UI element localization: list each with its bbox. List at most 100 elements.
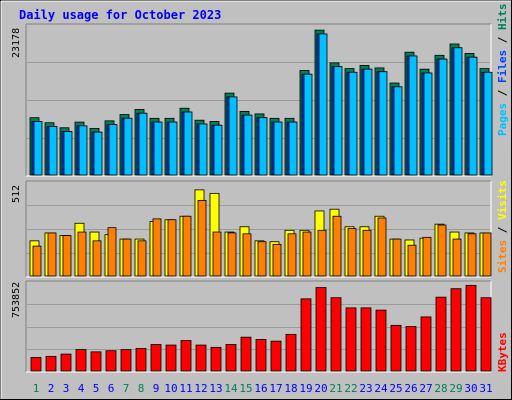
day-label-4: 4 xyxy=(78,382,85,395)
bar-kbytes-day-19 xyxy=(300,298,312,372)
bar-pages-day-23 xyxy=(363,68,373,176)
bar-kbytes-day-23 xyxy=(360,307,372,372)
bar-pages-day-6 xyxy=(108,124,118,176)
legend-kbytes: KBytes xyxy=(496,332,509,372)
day-label-21: 21 xyxy=(329,382,342,395)
day-label-11: 11 xyxy=(179,382,192,395)
bar-sites-day-31 xyxy=(482,232,492,277)
bar-kbytes-day-3 xyxy=(60,353,72,372)
bar-kbytes-day-29 xyxy=(450,288,462,372)
bar-kbytes-day-22 xyxy=(345,307,357,372)
bar-pages-day-31 xyxy=(483,71,493,176)
bar-kbytes-day-2 xyxy=(45,355,57,372)
legend-slash-2: / xyxy=(496,36,509,43)
bar-sites-day-3 xyxy=(62,235,72,277)
day-label-31: 31 xyxy=(479,382,492,395)
bar-kbytes-day-20 xyxy=(315,287,327,372)
bar-pages-day-10 xyxy=(168,121,178,176)
legend-pages: Pages xyxy=(496,103,509,136)
bar-kbytes-day-9 xyxy=(150,344,162,372)
bar-kbytes-day-12 xyxy=(195,344,207,372)
day-label-18: 18 xyxy=(284,382,297,395)
bar-sites-day-17 xyxy=(272,243,282,277)
day-label-19: 19 xyxy=(299,382,312,395)
legend-top: Pages / Files / Hits xyxy=(496,4,509,137)
bar-kbytes-day-18 xyxy=(285,333,297,372)
bar-pages-day-4 xyxy=(78,125,88,176)
day-label-27: 27 xyxy=(419,382,432,395)
bar-kbytes-day-30 xyxy=(465,284,477,372)
day-label-25: 25 xyxy=(389,382,402,395)
day-labels: 1 2 3 4 5 6 7 8 9 10 11 12 13 14 15 16 17 18 19 20 21 22 23 24 2… xyxy=(33,382,493,395)
day-label-6: 6 xyxy=(108,382,115,395)
bar-pages-day-8 xyxy=(138,112,148,176)
day-label-20: 20 xyxy=(314,382,327,395)
day-label-23: 23 xyxy=(359,382,372,395)
top-panel-max-label: 23178 xyxy=(11,28,22,58)
bar-pages-day-13 xyxy=(213,124,223,176)
bar-sites-day-16 xyxy=(257,241,267,277)
bar-kbytes-day-26 xyxy=(405,326,417,372)
bar-pages-day-29 xyxy=(453,47,463,176)
bar-kbytes-day-5 xyxy=(90,351,102,372)
bar-pages-day-25 xyxy=(393,86,403,176)
bar-kbytes-day-31 xyxy=(480,297,492,372)
hits-files-pages-bars xyxy=(29,29,493,176)
bar-sites-day-24 xyxy=(377,217,387,277)
chart-title: Daily usage for October 2023 xyxy=(19,8,221,22)
bar-sites-day-25 xyxy=(392,238,402,277)
bar-kbytes-day-1 xyxy=(30,357,42,372)
bar-sites-day-4 xyxy=(77,231,87,277)
bar-kbytes-day-21 xyxy=(330,297,342,372)
bar-sites-day-5 xyxy=(92,240,102,277)
legend-mid: Sites / Visits xyxy=(496,180,509,273)
bar-sites-day-20 xyxy=(317,229,327,277)
bar-pages-day-5 xyxy=(93,131,103,176)
day-label-22: 22 xyxy=(344,382,357,395)
bar-pages-day-12 xyxy=(198,123,208,176)
day-label-9: 9 xyxy=(153,382,160,395)
bar-sites-day-10 xyxy=(167,219,177,277)
bar-sites-day-19 xyxy=(302,231,312,277)
bar-pages-day-24 xyxy=(378,71,388,176)
bar-pages-day-19 xyxy=(303,73,313,176)
bar-pages-day-27 xyxy=(423,72,433,176)
day-label-17: 17 xyxy=(269,382,282,395)
bar-pages-day-1 xyxy=(33,121,43,176)
day-label-29: 29 xyxy=(449,382,462,395)
bar-sites-day-7 xyxy=(122,238,132,277)
legend-slash-3: / xyxy=(496,226,509,233)
bar-sites-day-6 xyxy=(107,227,117,277)
day-label-5: 5 xyxy=(93,382,100,395)
bar-sites-day-18 xyxy=(287,233,297,277)
day-label-30: 30 xyxy=(464,382,477,395)
day-label-8: 8 xyxy=(138,382,145,395)
bar-sites-day-21 xyxy=(332,215,342,277)
bar-kbytes-day-13 xyxy=(210,346,222,372)
day-label-2: 2 xyxy=(48,382,55,395)
bar-kbytes-day-7 xyxy=(120,349,132,372)
day-label-12: 12 xyxy=(194,382,207,395)
bar-kbytes-day-24 xyxy=(375,309,387,372)
day-label-24: 24 xyxy=(374,382,388,395)
bar-pages-day-21 xyxy=(333,66,343,176)
bar-kbytes-day-15 xyxy=(240,336,252,372)
bot-panel-max-label: 753852 xyxy=(11,282,22,318)
mid-panel-max-label: 512 xyxy=(11,185,22,203)
bar-pages-day-3 xyxy=(63,131,73,176)
bar-sites-day-12 xyxy=(197,200,207,277)
day-label-1: 1 xyxy=(33,382,40,395)
bar-pages-day-22 xyxy=(348,71,358,176)
bar-kbytes-day-11 xyxy=(180,340,192,372)
day-label-16: 16 xyxy=(254,382,267,395)
day-label-10: 10 xyxy=(164,382,177,395)
bar-pages-day-14 xyxy=(228,96,238,176)
bar-pages-day-30 xyxy=(468,56,478,176)
bar-pages-day-7 xyxy=(123,117,133,176)
bar-sites-day-30 xyxy=(467,233,477,277)
bar-sites-day-28 xyxy=(437,224,447,277)
visits-sites-bars xyxy=(29,189,492,277)
legend-files: Files xyxy=(496,50,509,83)
